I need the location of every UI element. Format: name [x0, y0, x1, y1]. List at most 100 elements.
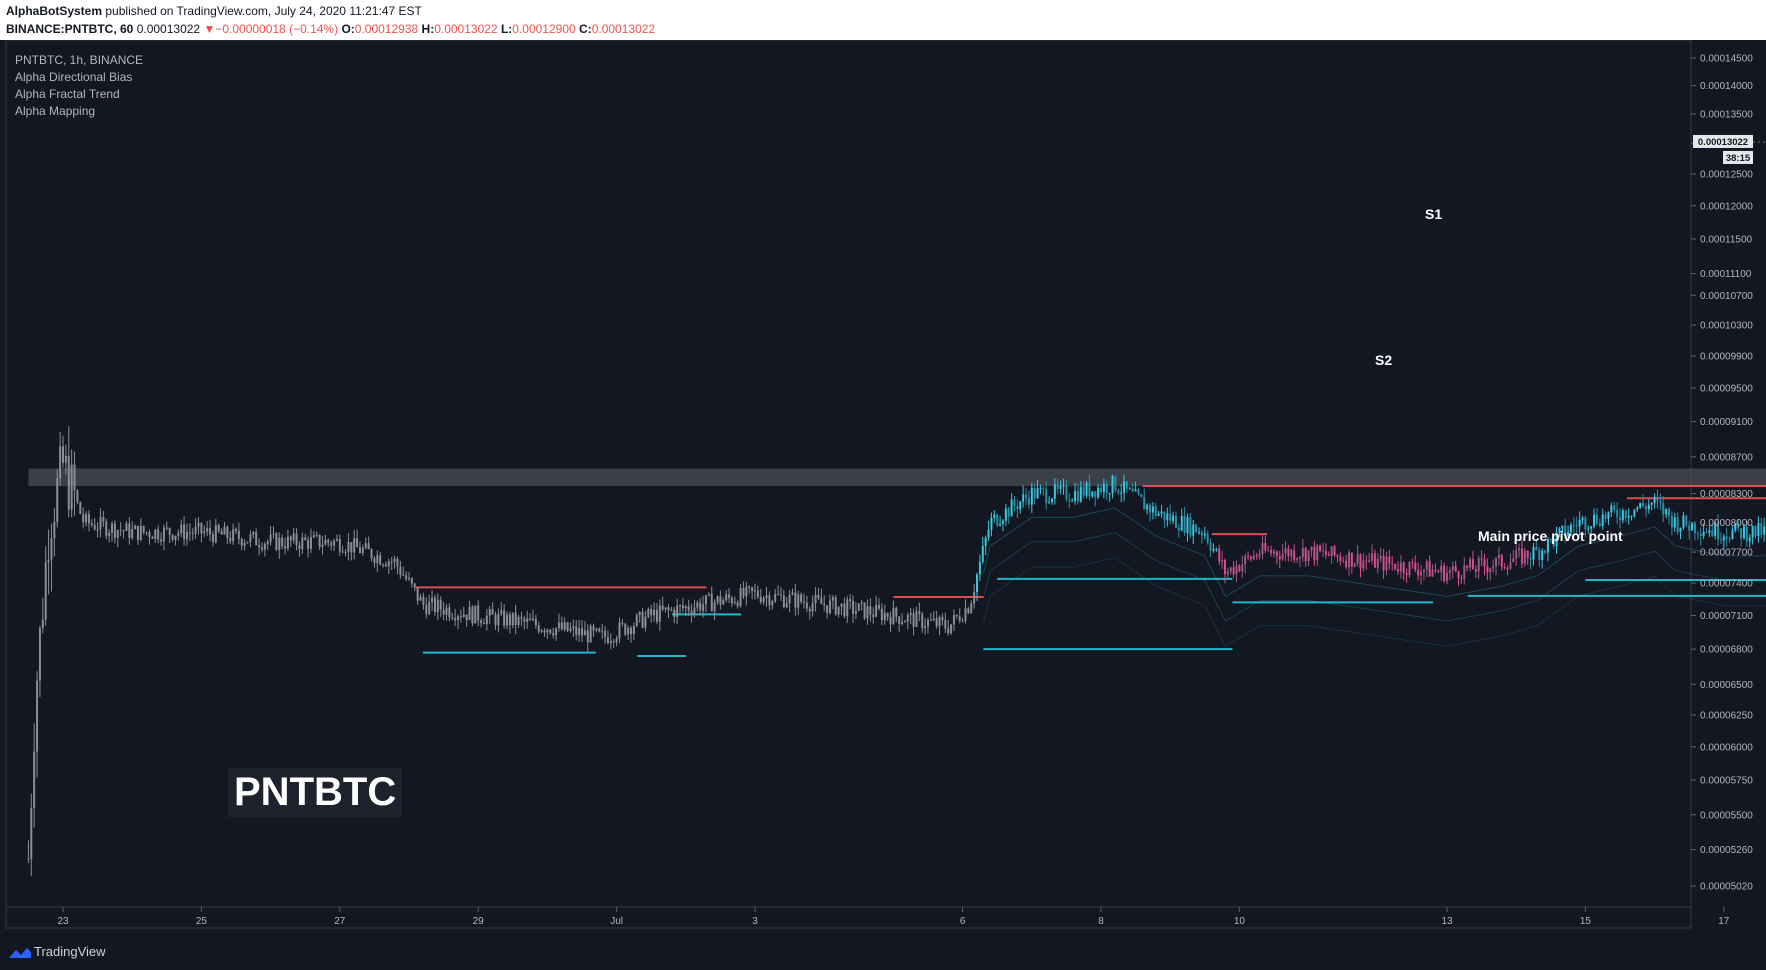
price-tick-label: 0.00010700	[1700, 291, 1753, 302]
candle-body	[1541, 550, 1544, 560]
candle-body	[1111, 475, 1114, 494]
candle-body	[229, 537, 232, 542]
candle-body	[1322, 550, 1325, 552]
candle-body	[1411, 561, 1414, 563]
candle-body	[1163, 511, 1166, 521]
candle-body	[615, 638, 618, 643]
candle-body	[462, 614, 465, 617]
chart-area[interactable]: 0.000145000.000140000.000135000.00013000…	[0, 40, 1766, 935]
candle-body	[1440, 565, 1443, 573]
candle-body	[1728, 538, 1731, 540]
candle-body	[996, 514, 999, 526]
candle-body	[552, 633, 555, 636]
candle-body	[1186, 517, 1189, 533]
candle-body	[684, 606, 687, 609]
candle-body	[431, 597, 434, 603]
candle-body	[828, 600, 831, 613]
candle-body	[782, 595, 785, 608]
candle-body	[1696, 533, 1699, 535]
legend-indicator[interactable]: Alpha Fractal Trend	[15, 87, 120, 101]
candle-body	[1307, 550, 1310, 562]
candle-body	[1252, 555, 1255, 560]
candle-body	[725, 594, 728, 601]
candle-body	[739, 587, 742, 607]
candle-body	[379, 555, 382, 565]
candle-body	[924, 626, 927, 628]
candle-body	[480, 620, 483, 624]
time-tick-label: 3	[752, 916, 758, 927]
candle-body	[883, 613, 886, 621]
candle-body	[1218, 548, 1221, 562]
publisher-name[interactable]: AlphaBotSystem	[6, 4, 103, 18]
candle-body	[1402, 562, 1405, 573]
candle-body	[309, 537, 312, 549]
candle-body	[500, 610, 503, 614]
price-tick-label: 0.00005260	[1700, 845, 1753, 856]
candle-body	[1053, 484, 1056, 499]
candle-body	[188, 532, 191, 534]
candle-body	[831, 597, 834, 601]
candle-body	[292, 533, 295, 541]
candle-body	[935, 618, 938, 627]
candle-body	[1431, 569, 1434, 577]
pivot-label: Main price pivot point	[1478, 528, 1623, 544]
candle-body	[108, 532, 111, 536]
candle-body	[1356, 554, 1359, 564]
candle-body	[944, 620, 947, 629]
legend-title[interactable]: PNTBTC, 1h, BINANCE	[15, 53, 144, 67]
price-axis[interactable]: 0.000145000.000140000.000135000.00013000…	[1691, 54, 1753, 893]
tradingview-logo-icon[interactable]	[8, 945, 32, 961]
candle-body	[1578, 519, 1581, 527]
candle-body	[367, 543, 370, 550]
candle-body	[1474, 569, 1477, 572]
candle-body	[1495, 558, 1498, 567]
candle-body	[197, 522, 200, 527]
tradingview-brand[interactable]: TradingView	[34, 944, 106, 959]
candle-body	[713, 602, 716, 612]
countdown-tag-box	[1723, 150, 1753, 164]
legend-indicator[interactable]: Alpha Directional Bias	[15, 70, 133, 84]
time-axis[interactable]: 23252729Jul368101315172022242729Aug3	[57, 907, 1766, 927]
time-tick-label: 25	[196, 916, 208, 927]
candle-body	[1520, 548, 1523, 564]
candle-body	[973, 592, 976, 604]
candle-body	[99, 516, 102, 530]
candle-body	[491, 608, 494, 615]
candle-body	[627, 627, 630, 635]
candle-body	[1662, 502, 1665, 515]
close-value: 0.00013022	[591, 22, 656, 36]
candle-body	[428, 602, 431, 615]
candle-body	[1506, 567, 1509, 569]
candle-body	[96, 529, 99, 531]
candle-body	[1327, 554, 1330, 556]
candle-body	[1448, 570, 1451, 574]
candle-body	[595, 628, 598, 631]
candle-body	[122, 530, 125, 532]
candle-body	[1581, 517, 1584, 520]
candle-body	[1027, 497, 1030, 505]
candle-body	[1278, 556, 1281, 560]
candle-body	[1754, 525, 1757, 537]
candle-body	[1244, 555, 1247, 565]
candle-body	[1693, 523, 1696, 534]
candle-body	[895, 607, 898, 617]
candle-body	[699, 602, 702, 611]
price-chart[interactable]: 0.000145000.000140000.000135000.00013000…	[0, 40, 1766, 935]
candle-body	[1033, 487, 1036, 499]
time-tick-label: 6	[960, 916, 966, 927]
chart-legend: PNTBTC, 1h, BINANCE Alpha Directional Bi…	[15, 52, 143, 120]
candle-body	[1619, 517, 1621, 521]
candle-body	[160, 539, 163, 542]
candle-body	[664, 607, 667, 610]
candle-body	[1584, 517, 1587, 530]
candle-body	[1471, 559, 1474, 570]
candle-body	[647, 608, 650, 617]
zone-box	[28, 468, 1766, 487]
candle-body	[194, 526, 197, 534]
candle-body	[56, 478, 59, 522]
candle-body	[961, 620, 964, 622]
candle-body	[171, 534, 174, 540]
legend-indicator[interactable]: Alpha Mapping	[15, 104, 96, 118]
candle-body	[1492, 566, 1495, 569]
candle-body	[327, 539, 330, 543]
